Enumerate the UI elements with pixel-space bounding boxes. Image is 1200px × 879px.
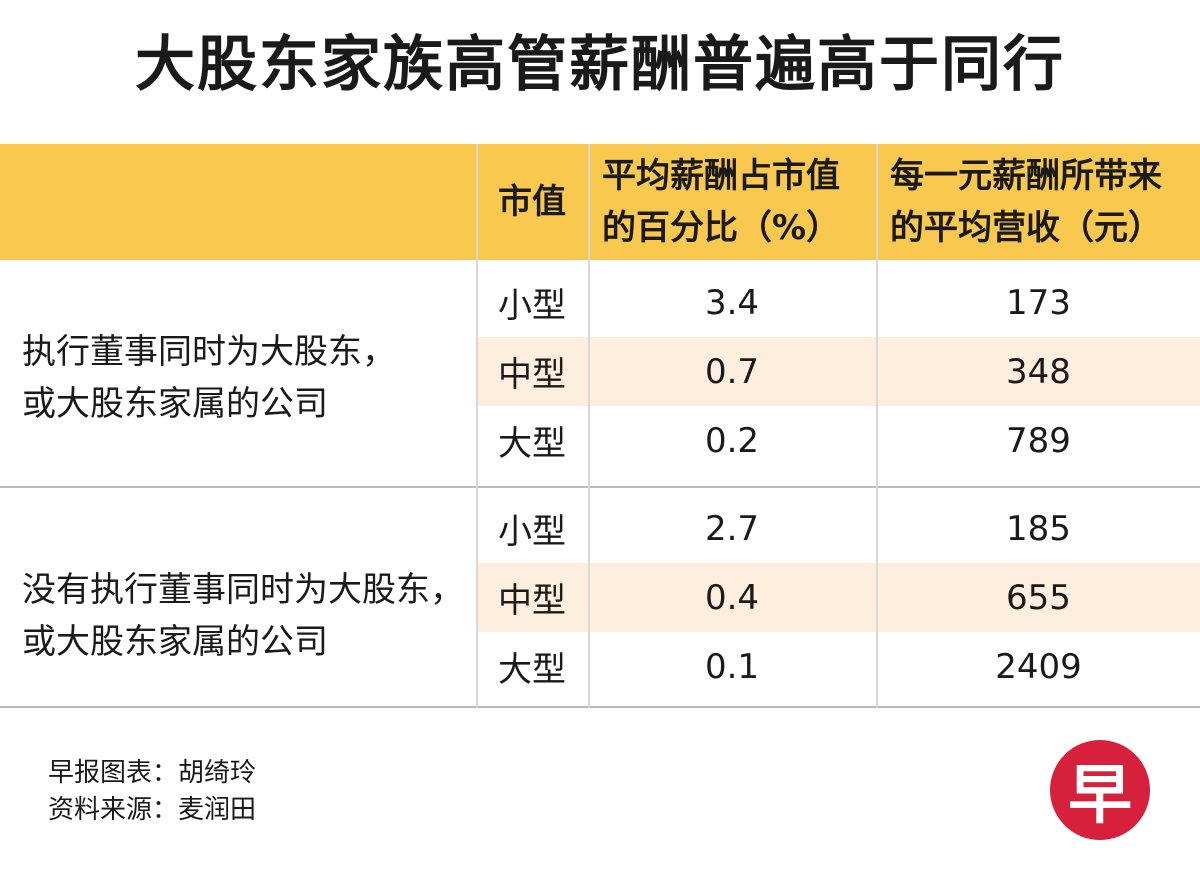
revenue-cell: 348 <box>1006 351 1071 392</box>
chart-title: 大股东家族高管薪酬普遍高于同行 <box>135 30 1065 100</box>
table-row: 小型 2.7 185 <box>477 494 1200 563</box>
table-row: 大型 0.1 2409 <box>477 632 1200 701</box>
header-pay-pct-line1: 平均薪酬占市值 <box>602 156 840 196</box>
market-cap-cell: 中型 <box>498 355 566 395</box>
group-label-line2: 或大股东家属的公司 <box>22 622 328 662</box>
revenue-cell: 185 <box>1006 508 1071 549</box>
column-divider <box>588 144 590 708</box>
table-bottom-border <box>0 706 1200 708</box>
market-cap-cell: 小型 <box>498 286 566 326</box>
column-divider <box>476 144 478 708</box>
table-header: 市值 平均薪酬占市值 的百分比（%） 每一元薪酬所带来 的平均营收（元） <box>0 144 1200 260</box>
table-row: 小型 3.4 173 <box>477 268 1200 337</box>
table-row: 大型 0.2 789 <box>477 406 1200 475</box>
pay-pct-cell: 2.7 <box>704 508 760 549</box>
pay-pct-cell: 0.1 <box>704 646 760 687</box>
footer: 早报图表：胡绮玲 资料来源：麦润田 <box>48 755 256 829</box>
pay-pct-cell: 0.2 <box>704 420 760 461</box>
header-pay-pct-line2: 的百分比（%） <box>602 208 841 248</box>
group-label-line1: 执行董事同时为大股东， <box>22 332 396 372</box>
column-divider <box>876 144 878 708</box>
header-market-cap: 市值 <box>477 144 587 260</box>
pay-pct-cell: 0.7 <box>704 351 760 392</box>
revenue-cell: 2409 <box>995 646 1082 687</box>
market-cap-cell: 小型 <box>498 512 566 552</box>
revenue-cell: 173 <box>1006 282 1071 323</box>
pay-pct-cell: 3.4 <box>704 282 760 323</box>
header-revenue-line2: 的平均营收（元） <box>890 208 1162 248</box>
pay-pct-cell: 0.4 <box>704 577 760 618</box>
group-label-line1: 没有执行董事同时为大股东， <box>22 570 464 610</box>
group-label-line2: 或大股东家属的公司 <box>22 384 328 424</box>
data-table: 市值 平均薪酬占市值 的百分比（%） 每一元薪酬所带来 的平均营收（元） 执行董… <box>0 144 1200 708</box>
table-row: 中型 0.4 655 <box>477 563 1200 632</box>
data-source: 资料来源：麦润田 <box>48 795 257 825</box>
table-row: 中型 0.7 348 <box>477 337 1200 406</box>
header-revenue: 每一元薪酬所带来 的平均营收（元） <box>890 144 1190 260</box>
group-label-without-shareholder: 没有执行董事同时为大股东， 或大股东家属的公司 <box>22 564 472 668</box>
header-market-cap-label: 市值 <box>498 182 566 222</box>
header-revenue-line1: 每一元薪酬所带来 <box>890 156 1162 196</box>
revenue-cell: 789 <box>1006 420 1071 461</box>
zaobao-logo-icon: 早 <box>1050 740 1150 840</box>
group-label-with-shareholder: 执行董事同时为大股东， 或大股东家属的公司 <box>22 326 472 430</box>
market-cap-cell: 大型 <box>498 424 566 464</box>
market-cap-cell: 大型 <box>498 650 566 690</box>
chart-credit: 早报图表：胡绮玲 <box>48 758 257 788</box>
revenue-cell: 655 <box>1006 577 1071 618</box>
header-pay-pct: 平均薪酬占市值 的百分比（%） <box>602 144 872 260</box>
group-divider <box>0 486 1200 488</box>
market-cap-cell: 中型 <box>498 581 566 621</box>
